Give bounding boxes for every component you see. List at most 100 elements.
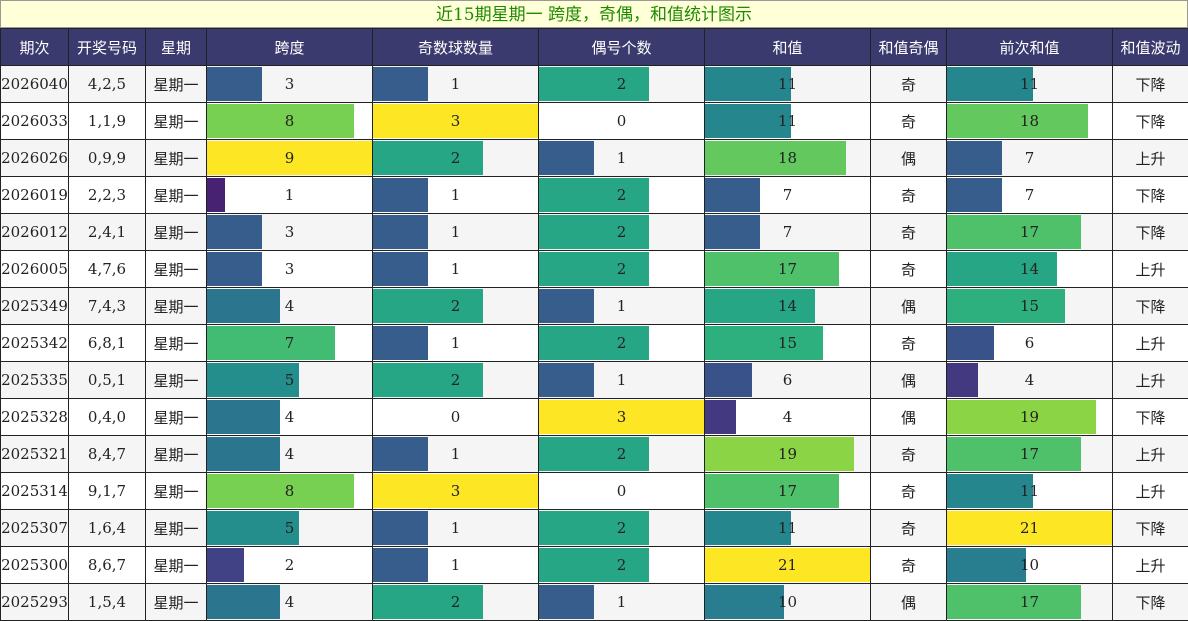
sum-parity-cell: 偶 (870, 583, 947, 621)
table-row: 2026033 1,1,9 星期一 8 3 0 11 奇 18 下降 (0, 102, 1188, 140)
cell-value: 14 (1019, 260, 1040, 278)
cell-value: 4 (284, 445, 295, 463)
weekday-cell: 星期一 (145, 139, 207, 177)
value-bar (947, 400, 1097, 434)
value-bar (373, 585, 483, 619)
issue-cell: 2025321 (0, 435, 69, 473)
value-bar (705, 363, 753, 397)
value-bar (539, 289, 594, 323)
value-bar (207, 252, 262, 286)
span-cell: 3 (206, 65, 373, 103)
even-count-cell: 1 (538, 139, 705, 177)
value-bar (539, 215, 649, 249)
issue-cell: 2025342 (0, 324, 69, 362)
issue-cell: 2026005 (0, 250, 69, 288)
sum-trend-cell: 上升 (1112, 250, 1188, 288)
value-bar (947, 289, 1065, 323)
odd-count-cell: 0 (372, 398, 539, 436)
cell-value: 2 (616, 75, 627, 93)
value-bar (207, 104, 354, 138)
odd-count-cell: 2 (372, 583, 539, 621)
numbers-cell: 6,8,1 (68, 324, 146, 362)
prev-sum-cell: 17 (946, 213, 1113, 251)
odd-count-cell: 1 (372, 213, 539, 251)
cell-value: 2 (450, 149, 461, 167)
value-bar (539, 141, 594, 175)
value-bar (373, 363, 483, 397)
value-bar (373, 178, 428, 212)
issue-cell: 2026019 (0, 176, 69, 214)
cell-value: 4 (782, 408, 793, 426)
prev-sum-cell: 15 (946, 287, 1113, 325)
value-bar (373, 289, 483, 323)
span-cell: 1 (206, 176, 373, 214)
value-bar (207, 363, 299, 397)
numbers-cell: 2,4,1 (68, 213, 146, 251)
value-bar (705, 400, 737, 434)
cell-value: 1 (616, 593, 627, 611)
even-count-cell: 2 (538, 546, 705, 584)
prev-sum-cell: 7 (946, 139, 1113, 177)
table-row: 2025321 8,4,7 星期一 4 1 2 19 奇 17 上升 (0, 435, 1188, 473)
odd-count-cell: 2 (372, 139, 539, 177)
value-bar (947, 178, 1002, 212)
sum-parity-cell: 奇 (870, 102, 947, 140)
value-bar (373, 252, 428, 286)
prev-sum-cell: 21 (946, 509, 1113, 547)
sum-parity-cell: 偶 (870, 287, 947, 325)
table-body: 2026040 4,2,5 星期一 3 1 2 11 奇 11 下降 2026033 1,1,9 星期一… (0, 65, 1188, 621)
numbers-cell: 8,4,7 (68, 435, 146, 473)
weekday-cell: 星期一 (145, 435, 207, 473)
value-bar (705, 548, 870, 582)
page-title: 近15期星期一 跨度，奇偶，和值统计图示 (0, 0, 1188, 28)
cell-value: 15 (777, 334, 798, 352)
weekday-cell: 星期一 (145, 324, 207, 362)
cell-value: 2 (616, 260, 627, 278)
cell-value: 1 (450, 186, 461, 204)
sum-cell: 18 (704, 139, 871, 177)
cell-value: 1 (450, 519, 461, 537)
table-row: 2025328 0,4,0 星期一 4 0 3 4 偶 19 下降 (0, 398, 1188, 436)
sum-trend-cell: 上升 (1112, 546, 1188, 584)
sum-cell: 19 (704, 435, 871, 473)
sum-trend-cell: 下降 (1112, 287, 1188, 325)
header-even-count: 偶号个数 (538, 28, 705, 66)
even-count-cell: 0 (538, 472, 705, 510)
header-sum-parity: 和值奇偶 (870, 28, 947, 66)
cell-value: 6 (1024, 334, 1035, 352)
cell-value: 11 (777, 519, 798, 537)
cell-value: 2 (450, 371, 461, 389)
sum-trend-cell: 下降 (1112, 398, 1188, 436)
sum-cell: 11 (704, 509, 871, 547)
header-weekday: 星期 (145, 28, 207, 66)
issue-cell: 2025293 (0, 583, 69, 621)
table-row: 2025307 1,6,4 星期一 5 1 2 11 奇 21 下降 (0, 509, 1188, 547)
value-bar (947, 548, 1026, 582)
sum-cell: 11 (704, 102, 871, 140)
cell-value: 5 (284, 371, 295, 389)
cell-value: 2 (284, 556, 295, 574)
value-bar (539, 437, 649, 471)
cell-value: 21 (1019, 519, 1040, 537)
span-cell: 7 (206, 324, 373, 362)
cell-value: 17 (777, 260, 798, 278)
value-bar (207, 289, 281, 323)
sum-cell: 17 (704, 250, 871, 288)
sum-parity-cell: 奇 (870, 213, 947, 251)
header-prev-sum: 前次和值 (946, 28, 1113, 66)
cell-value: 6 (782, 371, 793, 389)
span-cell: 8 (206, 102, 373, 140)
sum-cell: 6 (704, 361, 871, 399)
sum-cell: 7 (704, 176, 871, 214)
value-bar (705, 289, 815, 323)
odd-count-cell: 2 (372, 361, 539, 399)
value-bar (947, 252, 1057, 286)
value-bar (705, 474, 839, 508)
cell-value: 8 (284, 112, 295, 130)
value-bar (705, 178, 760, 212)
cell-value: 2 (616, 519, 627, 537)
sum-cell: 11 (704, 65, 871, 103)
value-bar (705, 437, 855, 471)
cell-value: 3 (450, 112, 461, 130)
